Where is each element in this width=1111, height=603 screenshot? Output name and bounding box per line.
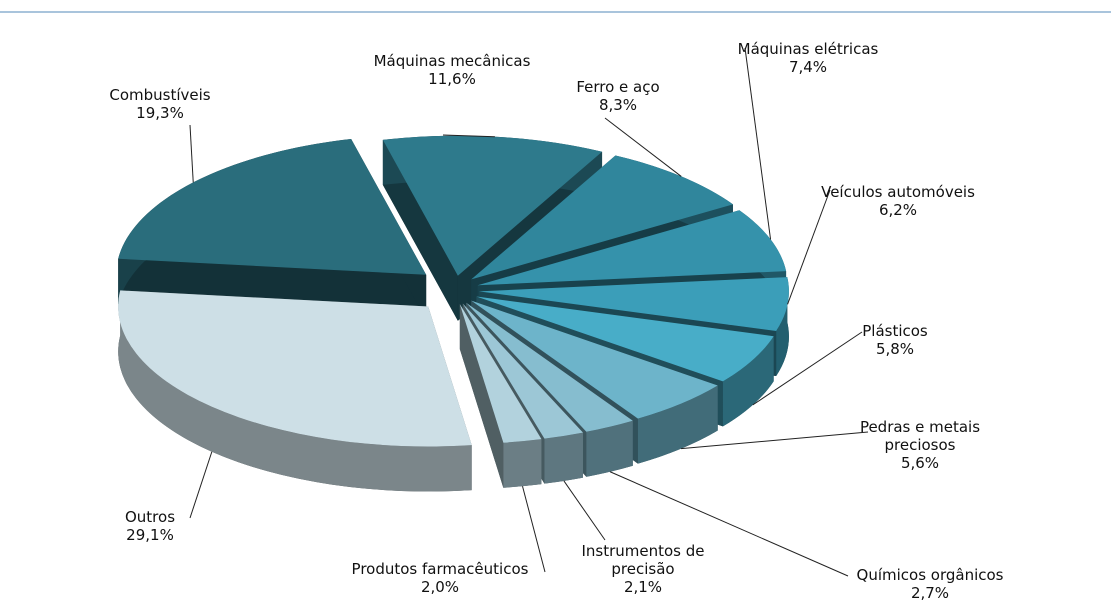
slice-wall bbox=[503, 439, 542, 488]
leader-line bbox=[189, 451, 213, 519]
label-value: 29,1% bbox=[126, 526, 174, 544]
label-value: 2,7% bbox=[910, 584, 950, 602]
label-value: 5,8% bbox=[875, 340, 915, 358]
slice-label: Químicos orgânicos 2,7% bbox=[857, 566, 1004, 602]
slice-wall bbox=[586, 420, 633, 477]
label-name: Instrumentos de precisão bbox=[581, 542, 705, 578]
slice bbox=[118, 290, 472, 447]
slice bbox=[462, 303, 584, 439]
slice-side bbox=[459, 304, 504, 488]
label-value: 2,0% bbox=[420, 578, 460, 596]
label-name: Máquinas mecânicas bbox=[373, 52, 531, 70]
slice bbox=[382, 135, 603, 276]
slice bbox=[459, 304, 542, 443]
slice-wall bbox=[544, 432, 584, 484]
label-value: 19,3% bbox=[136, 104, 184, 122]
leader-line bbox=[752, 331, 863, 406]
slice-label: Outros 29,1% bbox=[125, 508, 175, 544]
leader-line bbox=[609, 471, 849, 577]
label-name: Máquinas elétricas bbox=[737, 40, 879, 58]
slice-label: Combustíveis 19,3% bbox=[109, 86, 210, 122]
slice-label: Pedras e metais preciosos 5,6% bbox=[850, 418, 990, 472]
leader-line bbox=[604, 117, 682, 177]
slice-wall bbox=[637, 385, 718, 464]
leader-line bbox=[680, 431, 869, 450]
slice-label: Produtos farmacêuticos 2,0% bbox=[352, 560, 529, 596]
label-value: 7,4% bbox=[788, 58, 828, 76]
label-name: Produtos farmacêuticos bbox=[351, 560, 529, 578]
slice bbox=[476, 296, 774, 382]
leader-line bbox=[563, 480, 606, 541]
label-name: Químicos orgânicos bbox=[856, 566, 1004, 584]
slice bbox=[477, 210, 787, 286]
label-name: Plásticos bbox=[862, 322, 928, 340]
slice-label: Ferro e aço 8,3% bbox=[576, 78, 659, 114]
label-name: Pedras e metais preciosos bbox=[859, 418, 981, 454]
label-value: 5,6% bbox=[900, 454, 940, 472]
slice bbox=[471, 155, 733, 280]
label-name: Ferro e aço bbox=[576, 78, 660, 96]
slice-label: Máquinas mecânicas 11,6% bbox=[374, 52, 531, 88]
slice-side bbox=[382, 139, 458, 321]
leader-line bbox=[522, 486, 546, 573]
slice-label: Veículos automóveis 6,2% bbox=[821, 183, 975, 219]
slice bbox=[471, 300, 718, 419]
slice bbox=[118, 138, 427, 275]
slice bbox=[466, 302, 633, 432]
slice bbox=[478, 277, 789, 332]
slice-label: Instrumentos de precisão 2,1% bbox=[578, 542, 708, 596]
slice-wall bbox=[118, 290, 472, 492]
label-name: Combustíveis bbox=[109, 86, 211, 104]
slice-wall bbox=[776, 277, 789, 377]
leader-line bbox=[189, 124, 194, 183]
label-value: 11,6% bbox=[428, 70, 476, 88]
label-value: 6,2% bbox=[878, 201, 918, 219]
label-name: Outros bbox=[124, 508, 176, 526]
label-value: 2,1% bbox=[623, 578, 663, 596]
slice-label: Máquinas elétricas 7,4% bbox=[738, 40, 879, 76]
leader-line bbox=[442, 134, 495, 138]
label-value: 8,3% bbox=[598, 96, 638, 114]
label-name: Veículos automóveis bbox=[821, 183, 975, 201]
slice-wall bbox=[722, 336, 774, 427]
leader-line bbox=[787, 189, 831, 305]
leader-line bbox=[744, 47, 772, 240]
slice-label: Plásticos 5,8% bbox=[862, 322, 928, 358]
